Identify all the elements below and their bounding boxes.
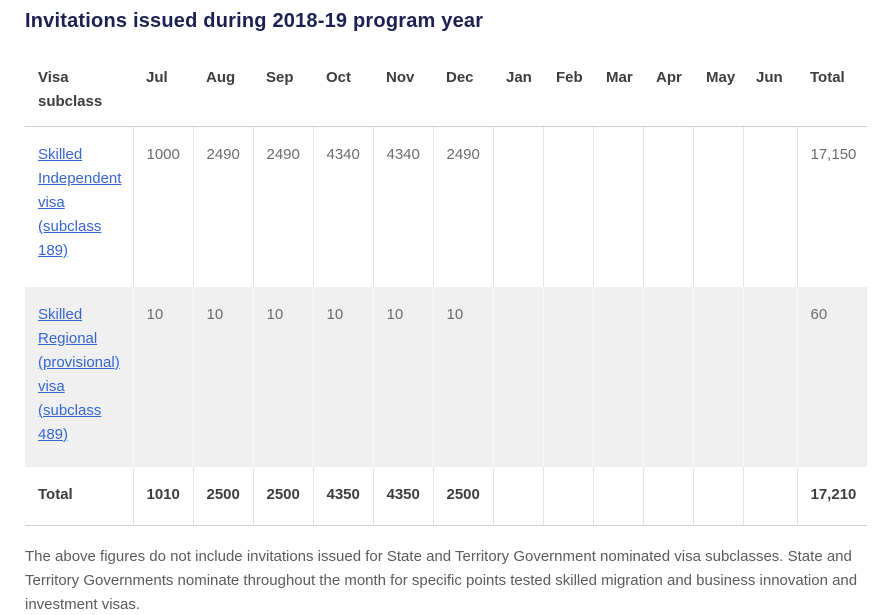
value-cell	[742, 126, 797, 287]
value-cell: 1010	[132, 466, 193, 526]
value-cell	[692, 466, 743, 526]
value-cell	[492, 286, 543, 467]
col-header-aug: Aug	[193, 50, 253, 127]
value-cell	[692, 286, 743, 467]
total-row: Total 1010 2500 2500 4350 4350 2500 17,210	[25, 466, 867, 526]
value-cell	[642, 466, 693, 526]
value-cell	[592, 466, 643, 526]
value-cell: 60	[796, 286, 867, 467]
table-header-row: Visa subclass Jul Aug Sep Oct Nov Dec Jan Feb Mar…	[25, 50, 867, 127]
value-cell: 2490	[432, 126, 493, 287]
col-header-feb: Feb	[543, 50, 593, 127]
value-cell: 10	[252, 286, 313, 467]
value-cell	[542, 286, 593, 467]
value-cell: 2490	[252, 126, 313, 287]
value-cell	[592, 126, 643, 287]
value-cell: 10	[132, 286, 193, 467]
row-label-cell: Skilled Regional (provisional) visa (sub…	[25, 286, 133, 467]
value-cell: 10	[372, 286, 433, 467]
value-cell: 4350	[312, 466, 373, 526]
footnote-text: The above figures do not include invitat…	[25, 548, 858, 613]
value-cell: 4340	[312, 126, 373, 287]
col-header-apr: Apr	[643, 50, 693, 127]
value-cell: 4350	[372, 466, 433, 526]
value-cell	[492, 466, 543, 526]
col-header-sep: Sep	[253, 50, 313, 127]
col-header-jun: Jun	[743, 50, 797, 127]
invitations-table: Visa subclass Jul Aug Sep Oct Nov Dec Jan Feb Mar…	[25, 50, 867, 526]
value-cell	[642, 286, 693, 467]
col-header-total: Total	[797, 50, 867, 127]
col-header-mar: Mar	[593, 50, 643, 127]
col-header-visa-subclass: Visa subclass	[25, 50, 133, 127]
col-header-dec: Dec	[433, 50, 493, 127]
value-cell: 2500	[432, 466, 493, 526]
value-cell: 10	[192, 286, 253, 467]
visa-subclass-link[interactable]: Skilled Regional (provisional) visa (sub…	[38, 305, 120, 443]
value-cell: 17,150	[796, 126, 867, 287]
value-cell	[492, 126, 543, 287]
value-cell	[742, 286, 797, 467]
value-cell: 1000	[132, 126, 193, 287]
value-cell	[642, 126, 693, 287]
col-header-nov: Nov	[373, 50, 433, 127]
row-label-cell: Skilled Independent visa (subclass 189)	[25, 127, 133, 287]
table-row: Skilled Regional (provisional) visa (sub…	[25, 286, 867, 467]
table-row: Skilled Independent visa (subclass 189) 1…	[25, 126, 867, 287]
value-cell: 2490	[192, 126, 253, 287]
value-cell: 10	[312, 286, 373, 467]
col-header-oct: Oct	[313, 50, 373, 127]
value-cell	[542, 126, 593, 287]
value-cell	[742, 466, 797, 526]
row-label-cell: Total	[25, 466, 133, 526]
value-cell	[542, 466, 593, 526]
value-cell: 4340	[372, 126, 433, 287]
value-cell	[692, 126, 743, 287]
value-cell: 2500	[252, 466, 313, 526]
col-header-may: May	[693, 50, 743, 127]
value-cell	[592, 286, 643, 467]
value-cell: 2500	[192, 466, 253, 526]
col-header-jan: Jan	[493, 50, 543, 127]
page-title: Invitations issued during 2018-19 progra…	[25, 10, 484, 32]
value-cell: 10	[432, 286, 493, 467]
value-cell: 17,210	[796, 466, 867, 526]
col-header-jul: Jul	[133, 50, 193, 127]
visa-subclass-link[interactable]: Skilled Independent visa (subclass 189)	[38, 146, 122, 259]
